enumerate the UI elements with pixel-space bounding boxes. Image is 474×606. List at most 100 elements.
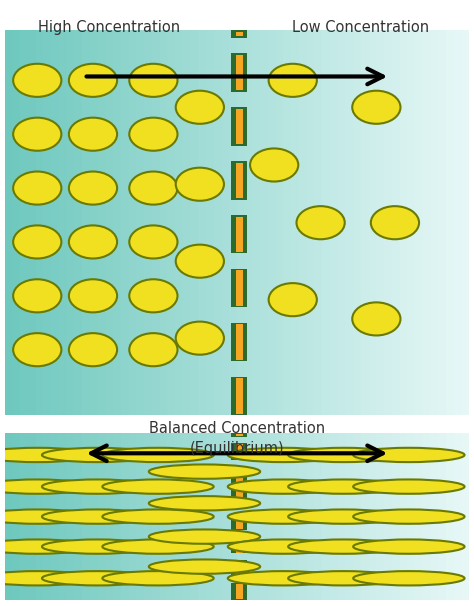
Bar	[299, 433, 307, 600]
Ellipse shape	[228, 448, 339, 462]
Bar	[236, 491, 243, 506]
Ellipse shape	[149, 559, 260, 574]
Bar	[67, 30, 74, 415]
Bar	[214, 30, 221, 415]
Bar	[236, 32, 243, 36]
Bar	[144, 433, 152, 600]
Bar	[369, 433, 376, 600]
Bar	[291, 433, 299, 600]
Bar	[392, 30, 400, 415]
Bar	[236, 434, 243, 436]
Bar	[237, 433, 245, 600]
Ellipse shape	[42, 479, 153, 494]
Bar	[113, 30, 121, 415]
Bar	[314, 433, 322, 600]
Bar	[82, 433, 90, 600]
Bar	[462, 30, 469, 415]
Ellipse shape	[102, 539, 214, 554]
Bar	[90, 30, 98, 415]
Bar	[144, 30, 152, 415]
Ellipse shape	[42, 571, 153, 585]
Bar	[221, 433, 229, 600]
Bar	[438, 433, 446, 600]
Bar	[236, 216, 243, 252]
Bar	[82, 30, 90, 415]
Ellipse shape	[13, 225, 61, 259]
Ellipse shape	[102, 479, 214, 494]
Bar	[283, 433, 291, 600]
Ellipse shape	[69, 171, 117, 205]
Bar	[229, 30, 237, 415]
Ellipse shape	[102, 571, 214, 585]
Bar	[128, 433, 137, 600]
Ellipse shape	[149, 530, 260, 544]
Ellipse shape	[69, 118, 117, 151]
Ellipse shape	[288, 539, 400, 554]
Ellipse shape	[288, 479, 400, 494]
Bar	[236, 584, 243, 599]
Bar	[191, 30, 198, 415]
Bar	[51, 30, 59, 415]
Ellipse shape	[69, 279, 117, 312]
Bar	[51, 433, 59, 600]
Bar	[236, 55, 243, 90]
Ellipse shape	[13, 64, 61, 97]
Bar	[268, 433, 276, 600]
Bar	[175, 30, 183, 415]
Bar	[137, 433, 144, 600]
Bar	[454, 433, 462, 600]
Bar	[361, 30, 369, 415]
Bar	[74, 30, 82, 415]
Ellipse shape	[297, 206, 345, 239]
Bar	[206, 30, 214, 415]
Bar	[430, 30, 438, 415]
Bar	[423, 433, 430, 600]
Ellipse shape	[69, 333, 117, 366]
Bar	[90, 433, 98, 600]
Bar	[98, 433, 105, 600]
Bar	[330, 433, 337, 600]
Bar	[415, 433, 423, 600]
Bar	[36, 30, 44, 415]
Bar	[44, 30, 51, 415]
Bar	[384, 30, 392, 415]
Bar	[236, 162, 243, 198]
Bar	[105, 30, 113, 415]
Bar	[237, 30, 245, 415]
Bar	[283, 30, 291, 415]
Ellipse shape	[352, 91, 401, 124]
Bar	[152, 30, 160, 415]
Bar	[121, 433, 128, 600]
Bar	[407, 433, 415, 600]
Bar	[236, 324, 243, 360]
Ellipse shape	[352, 302, 401, 336]
Bar	[128, 30, 137, 415]
Bar	[236, 378, 243, 413]
Bar	[236, 561, 243, 576]
Bar	[137, 30, 144, 415]
Bar	[236, 467, 243, 482]
Ellipse shape	[129, 64, 177, 97]
Bar	[152, 433, 160, 600]
Ellipse shape	[13, 279, 61, 312]
Ellipse shape	[228, 571, 339, 585]
Bar	[400, 30, 407, 415]
Ellipse shape	[69, 225, 117, 259]
Ellipse shape	[371, 206, 419, 239]
Bar	[322, 30, 330, 415]
Ellipse shape	[176, 91, 224, 124]
Ellipse shape	[129, 118, 177, 151]
Bar	[221, 30, 229, 415]
Ellipse shape	[0, 448, 93, 462]
Ellipse shape	[353, 510, 465, 524]
Text: Balanced Concentration
(Equilibrium): Balanced Concentration (Equilibrium)	[149, 421, 325, 456]
Bar	[392, 433, 400, 600]
Bar	[400, 433, 407, 600]
Bar	[121, 30, 128, 415]
Bar	[167, 433, 175, 600]
Ellipse shape	[0, 539, 93, 554]
Bar	[353, 30, 361, 415]
Bar	[231, 467, 247, 484]
Bar	[206, 433, 214, 600]
Ellipse shape	[353, 539, 465, 554]
